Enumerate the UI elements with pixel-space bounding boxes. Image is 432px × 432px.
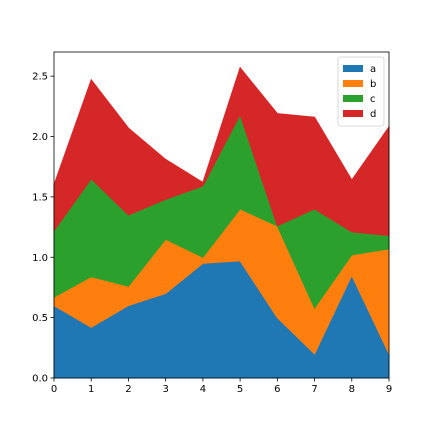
legend-swatch-c — [343, 95, 363, 102]
legend-label-c: c — [370, 94, 376, 105]
y-axis: 0.0 0.5 1.0 1.5 2.0 2.5 — [32, 72, 54, 385]
x-tick-label: 3 — [162, 384, 168, 395]
legend-label-a: a — [370, 64, 376, 75]
legend-swatch-d — [343, 110, 363, 117]
legend-box — [337, 56, 385, 127]
y-tick-label: 2.0 — [32, 132, 48, 143]
area-series-group — [53, 66, 390, 379]
y-tick-label: 1.5 — [32, 192, 48, 203]
x-tick-label: 4 — [200, 384, 206, 395]
legend-swatch-a — [343, 65, 363, 72]
x-tick-label: 9 — [386, 384, 392, 395]
y-tick-label: 2.5 — [32, 72, 48, 83]
x-tick-label: 5 — [237, 384, 243, 395]
y-tick-label: 0.5 — [32, 313, 48, 324]
x-tick-label: 7 — [311, 384, 317, 395]
plot-frame — [53, 51, 390, 379]
x-axis: 0 1 2 3 4 5 6 7 8 9 — [51, 378, 392, 395]
legend-swatch-b — [343, 80, 363, 87]
x-tick-label: 6 — [274, 384, 280, 395]
x-tick-label: 1 — [88, 384, 94, 395]
y-tick-label: 0.0 — [32, 374, 48, 385]
legend-label-d: d — [370, 109, 376, 120]
x-tick-label: 8 — [349, 384, 355, 395]
y-tick-label: 1.0 — [32, 253, 48, 264]
x-tick-label: 0 — [51, 384, 57, 395]
legend-label-b: b — [370, 79, 376, 90]
x-tick-label: 2 — [125, 384, 131, 395]
